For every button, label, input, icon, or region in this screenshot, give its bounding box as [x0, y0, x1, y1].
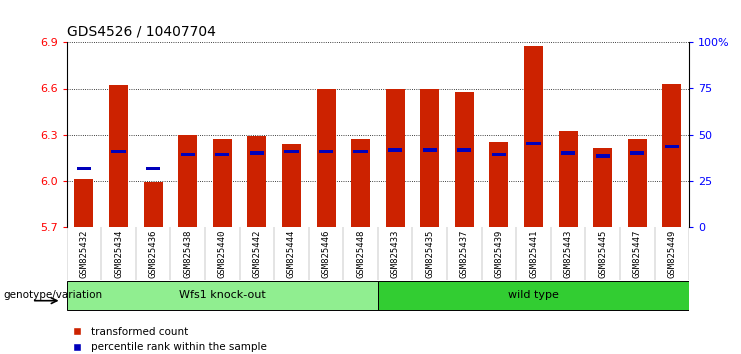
Bar [351, 139, 370, 227]
Bar [109, 85, 128, 227]
Text: GSM825446: GSM825446 [322, 229, 330, 278]
Bar [316, 88, 336, 227]
Text: GSM825442: GSM825442 [253, 229, 262, 278]
Bar [457, 148, 471, 152]
Bar [319, 150, 333, 153]
Bar [250, 151, 264, 155]
Bar [630, 151, 645, 155]
Bar [628, 139, 647, 227]
Bar [111, 150, 126, 153]
Bar [144, 182, 162, 227]
Text: GSM825449: GSM825449 [668, 229, 677, 278]
Text: Wfs1 knock-out: Wfs1 knock-out [179, 290, 266, 300]
Bar [388, 148, 402, 152]
Bar [559, 131, 577, 227]
Text: wild type: wild type [508, 290, 559, 300]
Text: GSM825434: GSM825434 [114, 229, 123, 278]
Bar [67, 281, 378, 310]
Text: GSM825432: GSM825432 [79, 229, 88, 278]
Text: GSM825440: GSM825440 [218, 229, 227, 278]
Bar [422, 148, 437, 152]
Bar [524, 46, 543, 227]
Text: GSM825438: GSM825438 [183, 229, 192, 278]
Bar [215, 153, 230, 156]
Bar [455, 92, 474, 227]
Bar [74, 179, 93, 227]
Bar [181, 153, 195, 156]
Text: GSM825435: GSM825435 [425, 229, 434, 278]
Text: GSM825439: GSM825439 [494, 229, 503, 278]
Bar [282, 144, 301, 227]
Bar [489, 142, 508, 227]
Bar [593, 148, 612, 227]
Bar [178, 135, 197, 227]
Bar [285, 150, 299, 153]
Bar [77, 167, 91, 170]
Text: GSM825444: GSM825444 [287, 229, 296, 278]
Text: genotype/variation: genotype/variation [4, 290, 103, 300]
Legend: transformed count, percentile rank within the sample: transformed count, percentile rank withi… [72, 327, 267, 352]
Text: GSM825447: GSM825447 [633, 229, 642, 278]
Bar [353, 150, 368, 153]
Text: GSM825443: GSM825443 [564, 229, 573, 278]
Text: GSM825445: GSM825445 [598, 229, 607, 278]
Bar [385, 88, 405, 227]
Bar [213, 139, 232, 227]
Text: GSM825436: GSM825436 [149, 229, 158, 278]
Bar [596, 154, 610, 158]
Bar [378, 281, 689, 310]
Bar [526, 142, 541, 145]
Text: GSM825437: GSM825437 [460, 229, 469, 278]
Bar [420, 88, 439, 227]
Bar [146, 167, 160, 170]
Text: GDS4526 / 10407704: GDS4526 / 10407704 [67, 24, 216, 39]
Text: GSM825448: GSM825448 [356, 229, 365, 278]
Bar [662, 84, 682, 227]
Bar [665, 145, 679, 148]
Text: GSM825441: GSM825441 [529, 229, 538, 278]
Bar [247, 136, 266, 227]
Text: GSM825433: GSM825433 [391, 229, 399, 278]
Bar [561, 151, 575, 155]
Bar [492, 153, 506, 156]
